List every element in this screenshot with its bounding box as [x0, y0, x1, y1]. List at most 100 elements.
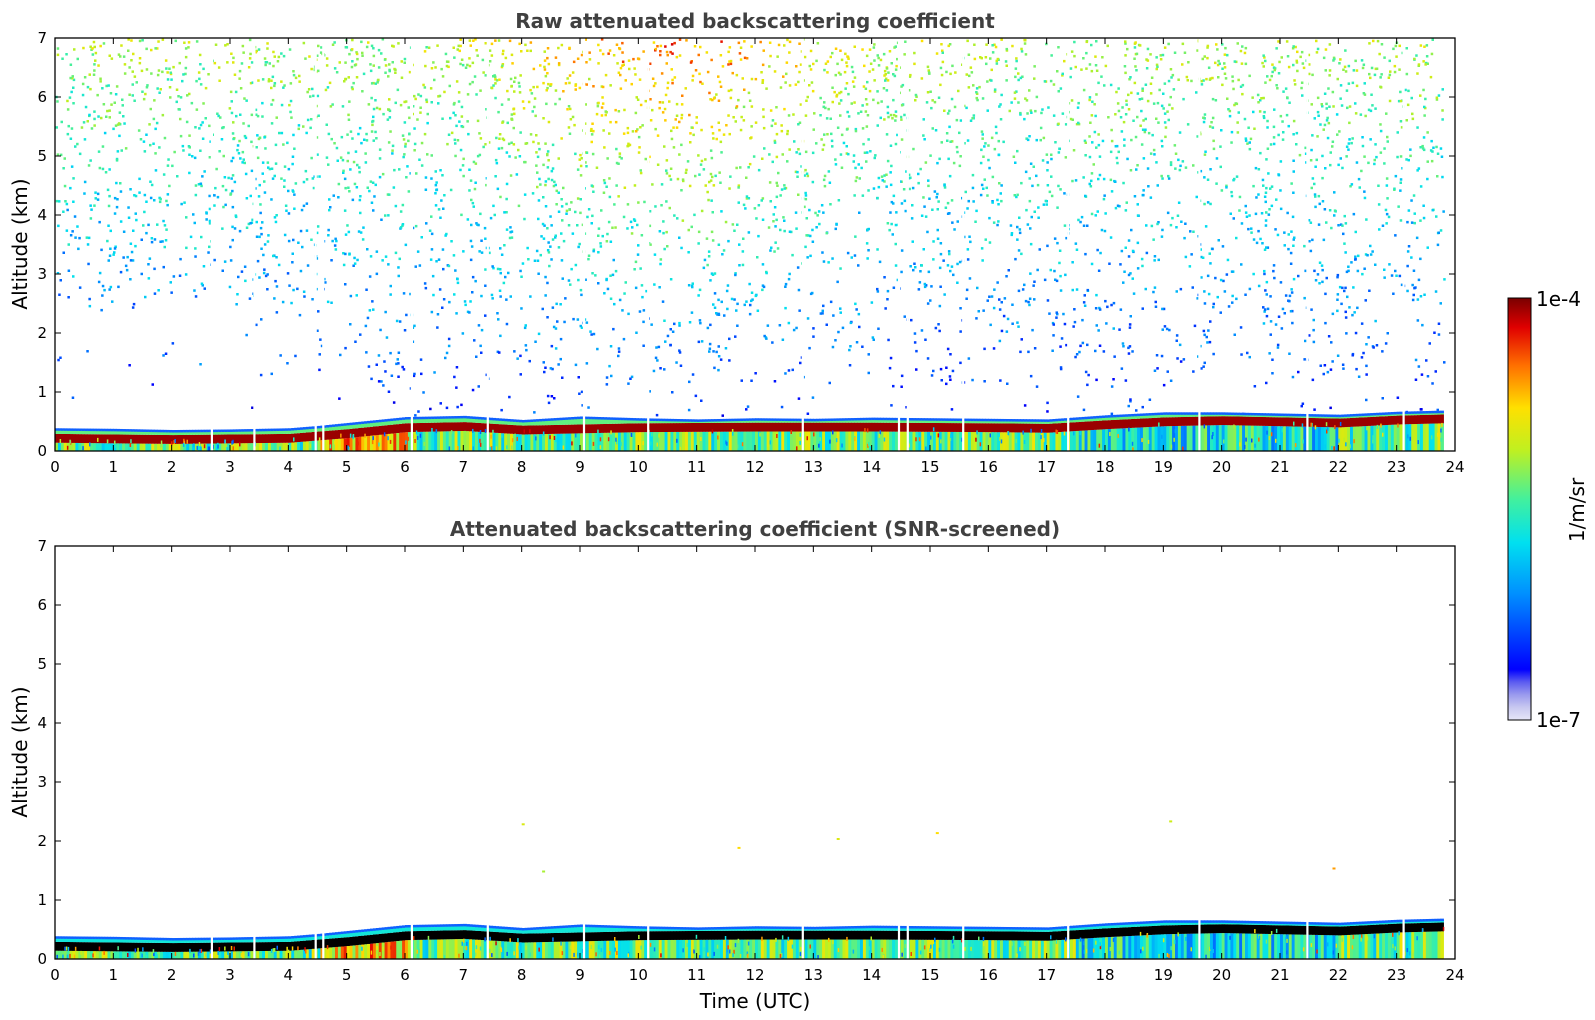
noise-pixel: [1326, 136, 1330, 140]
bl-lower-column: [297, 442, 301, 451]
noise-pixel: [520, 50, 523, 53]
noise-pixel: [1122, 281, 1125, 284]
noise-pixel: [229, 259, 233, 262]
noise-pixel: [706, 70, 710, 74]
noise-pixel: [1139, 124, 1142, 127]
noise-pixel: [1203, 153, 1207, 156]
noise-pixel: [519, 373, 522, 376]
noise-pixel: [1032, 284, 1035, 287]
noise-pixel: [165, 67, 168, 70]
noise-pixel: [1373, 158, 1376, 162]
noise-pixel: [474, 162, 478, 165]
noise-pixel: [1154, 300, 1157, 304]
noise-pixel: [361, 54, 364, 57]
noise-pixel: [349, 168, 352, 171]
noise-pixel: [948, 375, 952, 378]
noise-pixel: [239, 113, 242, 116]
noise-pixel: [480, 251, 484, 254]
noise-pixel: [430, 215, 433, 218]
noise-pixel: [565, 209, 569, 213]
bl-edge: [297, 427, 301, 431]
noise-pixel: [213, 258, 216, 262]
bl-edge: [329, 424, 333, 428]
noise-pixel: [822, 178, 826, 182]
noise-pixel: [854, 166, 857, 170]
noise-pixel: [567, 224, 571, 227]
bl-upper-column: [390, 420, 394, 425]
noise-pixel: [402, 155, 405, 159]
noise-pixel: [352, 160, 356, 164]
noise-pixel: [1050, 194, 1054, 198]
noise-pixel: [363, 138, 366, 141]
noise-pixel: [89, 204, 92, 207]
noise-pixel: [383, 360, 386, 363]
noise-pixel: [372, 47, 375, 50]
noise-pixel: [798, 309, 801, 312]
bl-upper-column: [259, 430, 263, 435]
noise-pixel: [153, 99, 156, 102]
noise-pixel: [479, 137, 483, 140]
noise-pixel: [439, 216, 442, 219]
noise-pixel: [765, 271, 768, 275]
noise-pixel: [1396, 131, 1399, 134]
noise-pixel: [89, 45, 92, 48]
noise-pixel: [1263, 272, 1266, 276]
noise-pixel: [605, 383, 609, 386]
noise-pixel: [858, 211, 861, 214]
noise-pixel: [923, 285, 927, 289]
noise-pixel: [56, 47, 60, 50]
noise-pixel: [634, 111, 638, 115]
noise-pixel: [552, 184, 556, 188]
noise-pixel: [704, 158, 707, 161]
noise-pixel: [880, 175, 884, 178]
noise-pixel: [1017, 289, 1021, 293]
noise-pixel: [678, 324, 681, 327]
noise-pixel: [1155, 161, 1158, 164]
noise-pixel: [430, 248, 434, 251]
noise-pixel: [195, 108, 199, 111]
noise-pixel: [733, 229, 736, 232]
noise-pixel: [108, 54, 111, 57]
noise-pixel: [492, 266, 495, 270]
noise-pixel: [128, 93, 131, 96]
bl-edge: [428, 416, 432, 420]
noise-pixel: [585, 362, 589, 365]
noise-pixel: [492, 75, 495, 78]
noise-pixel: [184, 47, 188, 50]
noise-pixel: [1241, 92, 1244, 96]
noise-pixel: [1144, 287, 1147, 291]
noise-pixel: [204, 117, 207, 120]
noise-pixel: [284, 204, 288, 207]
noise-pixel: [537, 217, 540, 221]
bl-peak-column: [142, 434, 147, 444]
noise-pixel: [664, 119, 667, 122]
noise-pixel: [1432, 146, 1435, 149]
noise-pixel: [350, 65, 354, 69]
noise-pixel: [162, 265, 165, 269]
bl-upper-column: [206, 431, 211, 435]
bl-peak-column: [98, 434, 103, 444]
noise-pixel: [560, 259, 564, 262]
noise-pixel: [495, 136, 498, 140]
noise-pixel: [1077, 101, 1080, 105]
noise-pixel: [333, 67, 337, 70]
noise-pixel: [445, 232, 448, 236]
noise-pixel: [1266, 147, 1270, 150]
noise-pixel: [512, 143, 516, 146]
noise-pixel: [810, 81, 814, 84]
noise-pixel: [101, 87, 104, 90]
noise-pixel: [456, 48, 459, 51]
noise-pixel: [506, 121, 509, 125]
noise-pixel: [1262, 65, 1265, 68]
noise-pixel: [930, 374, 934, 377]
noise-pixel: [1344, 70, 1348, 73]
noise-pixel: [1043, 80, 1047, 83]
noise-pixel: [445, 60, 449, 63]
noise-pixel: [483, 226, 487, 230]
bl-lower-column: [215, 443, 219, 451]
noise-pixel: [543, 65, 546, 69]
noise-pixel: [850, 256, 853, 259]
noise-pixel: [853, 45, 856, 48]
noise-pixel: [1440, 155, 1444, 158]
noise-pixel: [1020, 47, 1023, 51]
